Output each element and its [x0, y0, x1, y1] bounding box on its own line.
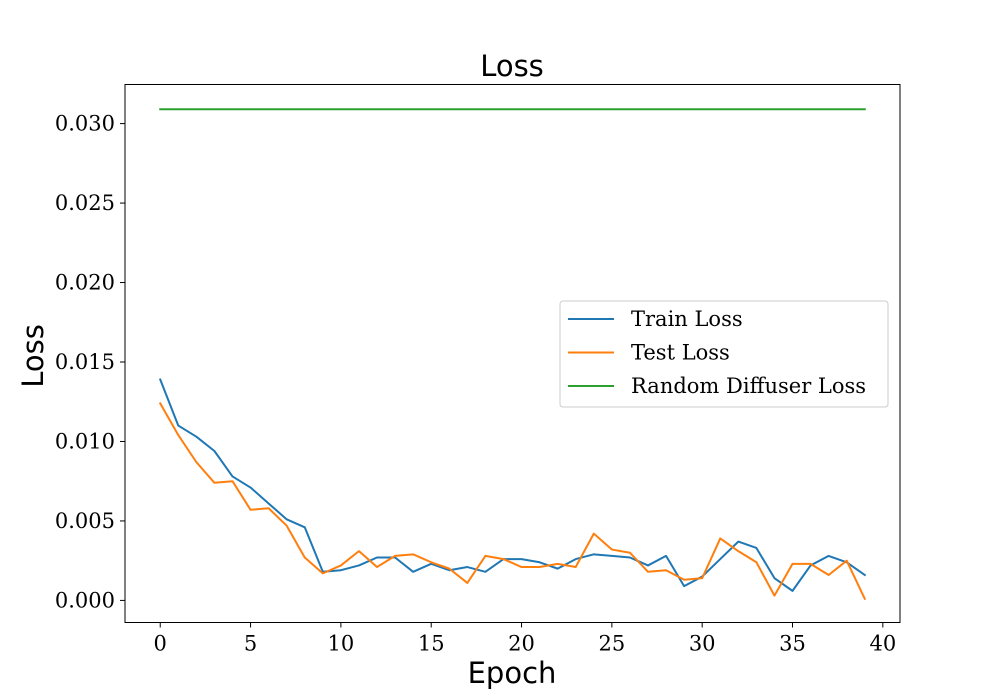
series-line-0	[158, 378, 867, 592]
series-line-1	[158, 401, 867, 601]
x-tick-label: 30	[689, 632, 716, 656]
plot-frame	[124, 84, 901, 623]
y-tick-label: 0.005	[55, 509, 115, 533]
x-tick-label: 20	[508, 632, 535, 656]
plot-lines	[158, 108, 867, 601]
legend-label-0: Train Loss	[631, 307, 743, 331]
legend-box	[559, 300, 889, 408]
y-tick-label: 0.015	[55, 350, 115, 374]
x-axis-ticks: 0 5 10 15 20 25 30 35 40	[154, 622, 896, 656]
x-tick-label: 25	[598, 632, 625, 656]
y-axis-label: Loss	[16, 324, 50, 388]
x-axis-label: Epoch	[468, 656, 557, 690]
y-tick-label: 0.000	[55, 588, 115, 612]
y-tick-label: 0.030	[55, 112, 115, 136]
y-tick-label: 0.010	[55, 429, 115, 453]
x-tick-label: 0	[154, 632, 167, 656]
x-tick-label: 10	[328, 632, 355, 656]
x-tick-label: 35	[779, 632, 806, 656]
legend-label-2: Random Diffuser Loss	[631, 374, 866, 398]
y-tick-label: 0.020	[55, 271, 115, 295]
x-tick-label: 15	[418, 632, 445, 656]
legend-label-1: Test Loss	[631, 341, 730, 365]
y-axis-ticks: 0.000 0.005 0.010 0.015 0.020 0.025 0.030	[55, 112, 125, 612]
chart-title: Loss	[480, 49, 544, 83]
x-tick-label: 5	[244, 632, 257, 656]
x-tick-label: 40	[869, 632, 896, 656]
legend: Train Loss Test Loss Random Diffuser Loss	[559, 300, 889, 408]
y-tick-label: 0.025	[55, 191, 115, 215]
